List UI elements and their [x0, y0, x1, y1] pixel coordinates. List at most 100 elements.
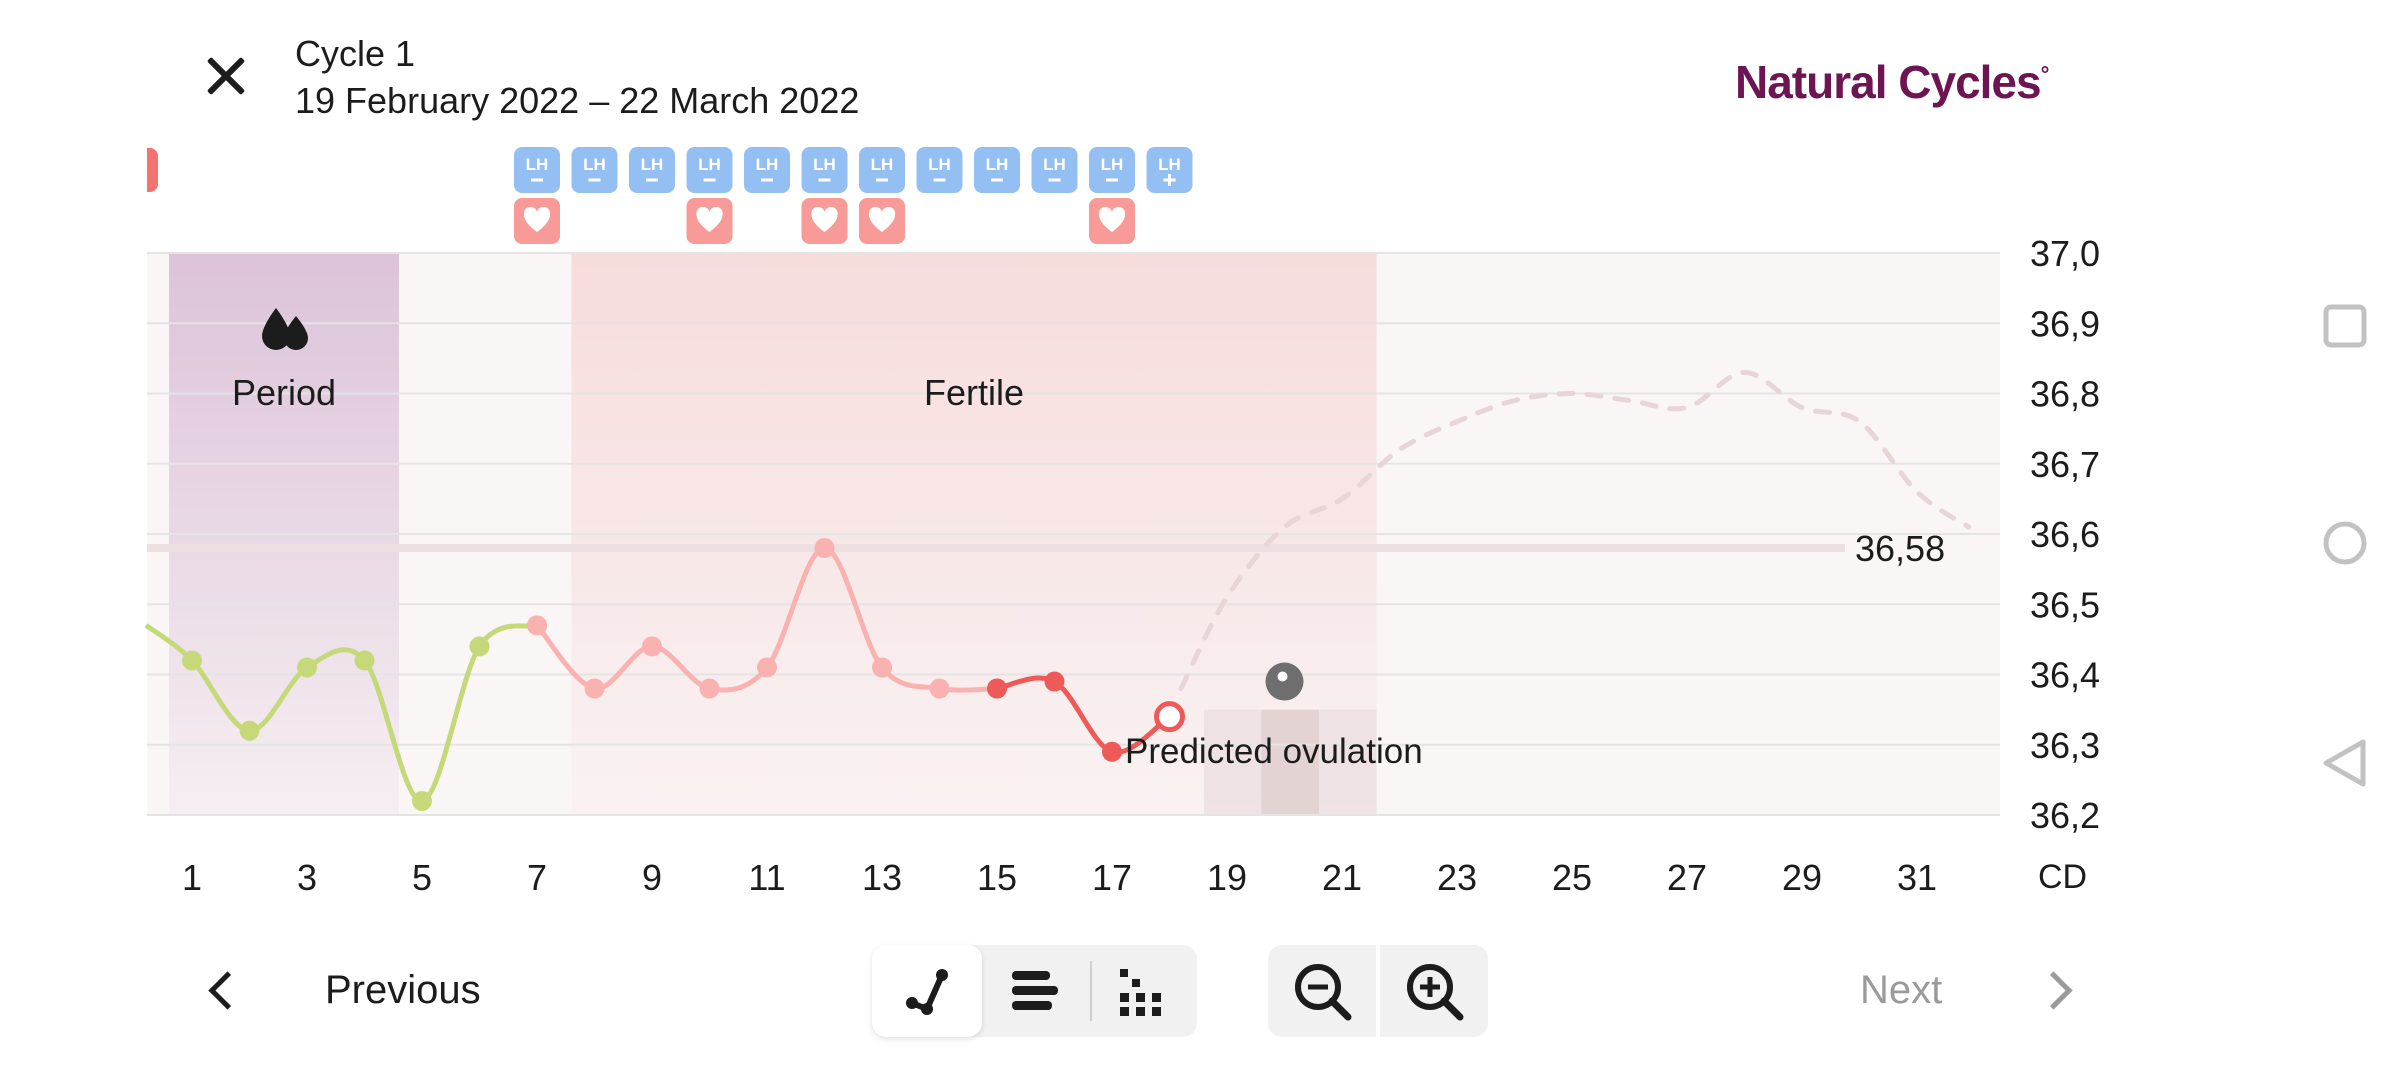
x-tick-label: 5 — [412, 857, 432, 898]
ovulation-label: Predicted ovulation — [1125, 732, 1423, 771]
cycle-title: Cycle 1 — [295, 33, 416, 74]
lh-test-label: LH — [1158, 155, 1181, 174]
x-tick-label: 27 — [1667, 857, 1707, 898]
phase-label-fertile: Fertile — [924, 372, 1024, 413]
lh-test-label: LH — [871, 155, 894, 174]
next-cycle-button[interactable]: Next — [1860, 955, 2073, 1025]
temperature-point — [699, 678, 720, 699]
zoom-out-button[interactable] — [1268, 945, 1376, 1037]
x-tick-label: 21 — [1322, 857, 1362, 898]
lh-test-badge: LH — [801, 147, 848, 193]
list-view-icon — [1012, 971, 1058, 1010]
lh-test-badge: LH — [744, 147, 790, 193]
heart-icon — [868, 206, 896, 232]
intercourse-heart-badge — [686, 198, 733, 244]
heart-icon — [1098, 206, 1126, 232]
lh-test-label: LH — [1043, 155, 1066, 174]
predicted-temperature-line — [1178, 369, 1972, 692]
y-tick-label: 37,0 — [2030, 233, 2100, 274]
lh-test-badge: LH — [686, 147, 733, 193]
zoom-separator — [1376, 945, 1380, 1037]
recents-icon[interactable] — [2323, 304, 2367, 348]
home-icon[interactable] — [2323, 521, 2367, 565]
lh-test-badge: LH — [859, 147, 905, 193]
view-toggle — [872, 945, 1197, 1037]
graph-view-button[interactable] — [872, 945, 982, 1037]
dots-view-button[interactable] — [1090, 945, 1200, 1037]
x-tick-label: 23 — [1437, 857, 1477, 898]
x-tick-label: 7 — [527, 857, 547, 898]
y-tick-label: 36,9 — [2030, 303, 2100, 344]
intercourse-heart-badge — [514, 198, 560, 244]
period-drops-icon — [262, 308, 308, 350]
lh-test-label: LH — [756, 155, 779, 174]
zoom-in-icon — [1407, 964, 1464, 1021]
lh-test-label: LH — [928, 155, 951, 174]
y-tick-label: 36,2 — [2030, 795, 2100, 836]
x-tick-label: 15 — [977, 857, 1017, 898]
intercourse-heart-badge — [801, 198, 848, 244]
unconfirmed-temperature-point — [1154, 701, 1185, 733]
dots-view-icon — [1120, 969, 1161, 1016]
lh-test-badge: LH — [514, 147, 560, 193]
x-tick-label: 29 — [1782, 857, 1822, 898]
x-tick-label: 3 — [297, 857, 317, 898]
x-tick-label: 9 — [642, 857, 662, 898]
temperature-point — [929, 678, 950, 699]
y-tick-label: 36,6 — [2030, 514, 2100, 555]
system-navigation-bar — [2323, 304, 2367, 787]
zoom-out-icon — [1295, 964, 1352, 1021]
lh-test-badge: LH — [1031, 147, 1078, 193]
heart-icon — [523, 206, 551, 232]
temperature-point — [872, 657, 892, 678]
cycle-dates: 19 February 2022 – 22 March 2022 — [295, 80, 860, 121]
temperature-point — [1102, 741, 1122, 762]
lh-test-label: LH — [986, 155, 1009, 174]
previous-cycle-button[interactable]: Previous — [200, 955, 481, 1025]
temperature-line-2 — [996, 675, 1171, 755]
lh-test-label: LH — [1101, 155, 1124, 174]
intercourse-heart-badge — [859, 198, 905, 244]
lh-test-badge: LH — [916, 147, 963, 193]
view-separator — [1090, 961, 1092, 1021]
period-marker-mask — [130, 140, 147, 200]
zoom-in-button[interactable] — [1380, 945, 1488, 1037]
chevron-right-icon — [2034, 970, 2073, 1010]
temperature-point — [297, 657, 317, 678]
x-tick-label: 25 — [1552, 857, 1592, 898]
x-tick-label: 19 — [1207, 857, 1247, 898]
lh-test-label: LH — [526, 155, 549, 174]
temperature-point — [987, 678, 1007, 699]
temperature-point — [584, 678, 605, 699]
next-label: Next — [1860, 967, 1943, 1012]
x-tick-label: 31 — [1897, 857, 1937, 898]
chevron-left-icon — [208, 970, 247, 1010]
x-tick-label: 11 — [748, 857, 785, 898]
coverline-label: 36,58 — [1855, 528, 1945, 569]
brand-mark: ° — [2040, 61, 2050, 87]
x-axis-label: CD — [2038, 858, 2087, 896]
brand-name: Natural Cycles — [1735, 56, 2042, 108]
temperature-point — [814, 538, 835, 559]
ovulation-day-band — [1261, 709, 1319, 815]
phase-label-period: Period — [232, 372, 336, 413]
brand-logo: Natural Cycles° — [1735, 55, 2050, 109]
temperature-point — [1044, 671, 1065, 692]
y-tick-label: 36,8 — [2030, 374, 2100, 415]
lh-test-badge: LH — [571, 147, 618, 193]
lh-test-badge: LH — [629, 147, 675, 193]
temperature-point — [469, 636, 490, 657]
temperature-point — [182, 650, 202, 671]
list-view-button[interactable] — [980, 945, 1090, 1037]
temperature-point — [757, 657, 777, 678]
heart-icon — [696, 206, 723, 232]
y-tick-label: 36,4 — [2030, 655, 2100, 696]
x-tick-label: 13 — [862, 857, 902, 898]
back-icon[interactable] — [2323, 739, 2366, 787]
x-tick-label: 1 — [182, 857, 202, 898]
temperature-point — [642, 636, 662, 657]
heart-icon — [811, 206, 838, 232]
lh-test-label: LH — [698, 155, 721, 174]
lh-test-badge: LH — [1089, 147, 1135, 193]
